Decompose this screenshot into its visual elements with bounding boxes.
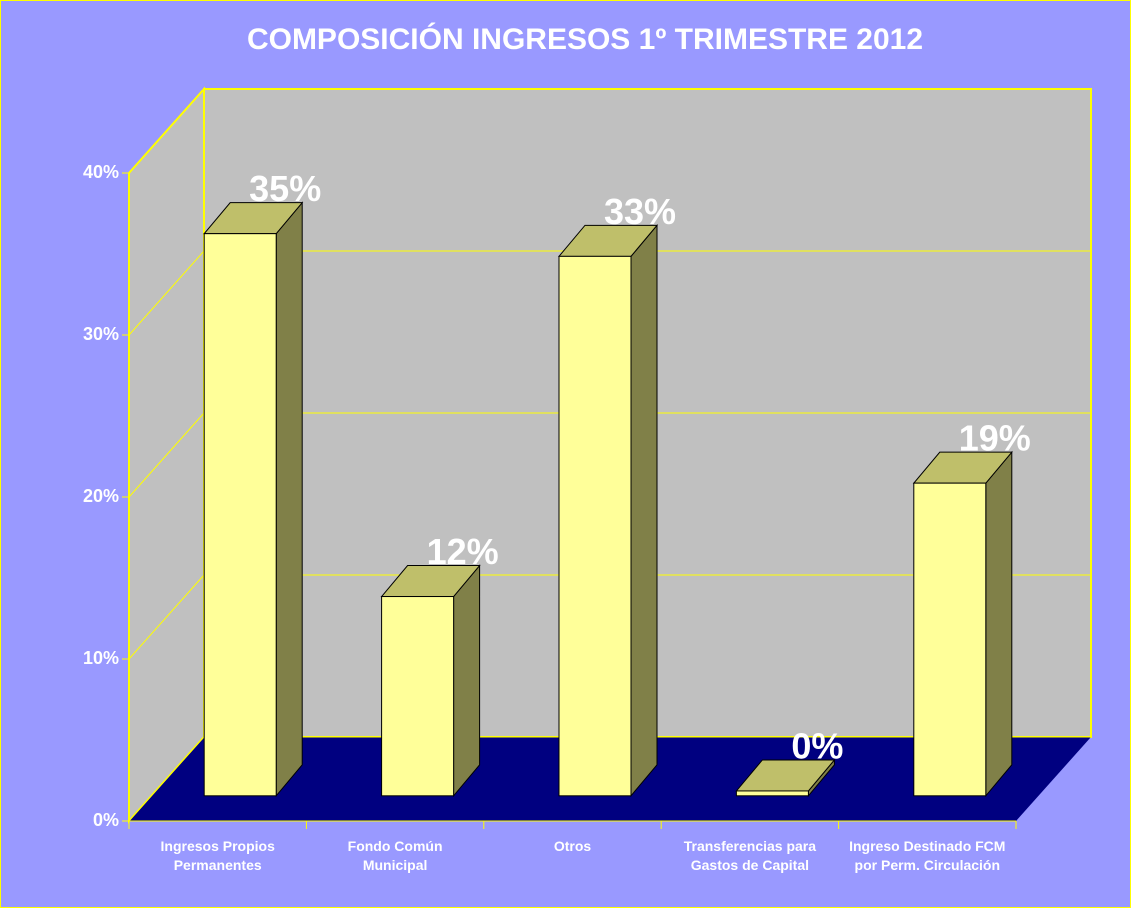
bar: [912, 450, 1013, 798]
bar: [557, 223, 659, 798]
grid-line: [128, 250, 205, 336]
y-tick-label: 0%: [93, 810, 119, 830]
x-tick-label: Ingreso Destinado FCM por Perm. Circulac…: [849, 838, 1006, 873]
bar-front: [735, 790, 809, 797]
chart-title: COMPOSICIÓN INGRESOS 1º TRIMESTRE 2012: [247, 22, 923, 56]
grid-line: [128, 412, 205, 498]
bar-front: [913, 482, 987, 797]
bar-side: [630, 223, 658, 798]
x-tick-label: Otros: [553, 838, 592, 854]
grid-line: [128, 574, 205, 660]
bar: [380, 564, 481, 798]
bar-side: [985, 450, 1013, 798]
data-label: 12%: [427, 531, 499, 572]
data-label: 35%: [249, 168, 321, 209]
y-tick-label: 10%: [83, 648, 119, 668]
data-label: 0%: [791, 725, 843, 766]
y-tick-label: 30%: [83, 324, 119, 344]
grid-line: [128, 736, 205, 822]
y-tick-label: 20%: [83, 486, 119, 506]
bar-side: [275, 201, 303, 798]
x-tick-label: Ingresos Propios Permanentes: [160, 838, 275, 873]
data-label: 33%: [604, 191, 676, 232]
bar: [735, 758, 836, 798]
y-tick-label: 40%: [83, 162, 119, 182]
x-tick-label: Fondo Común Municipal: [347, 838, 443, 873]
x-tick-label: Transferencias para Gastos de Capital: [683, 838, 817, 873]
bar-front: [558, 255, 632, 797]
grid-line: [128, 88, 205, 174]
data-label: 19%: [959, 418, 1031, 459]
bar-front: [203, 233, 277, 797]
bar-side: [453, 564, 481, 798]
bar: [203, 201, 304, 798]
bar-front: [381, 596, 455, 797]
